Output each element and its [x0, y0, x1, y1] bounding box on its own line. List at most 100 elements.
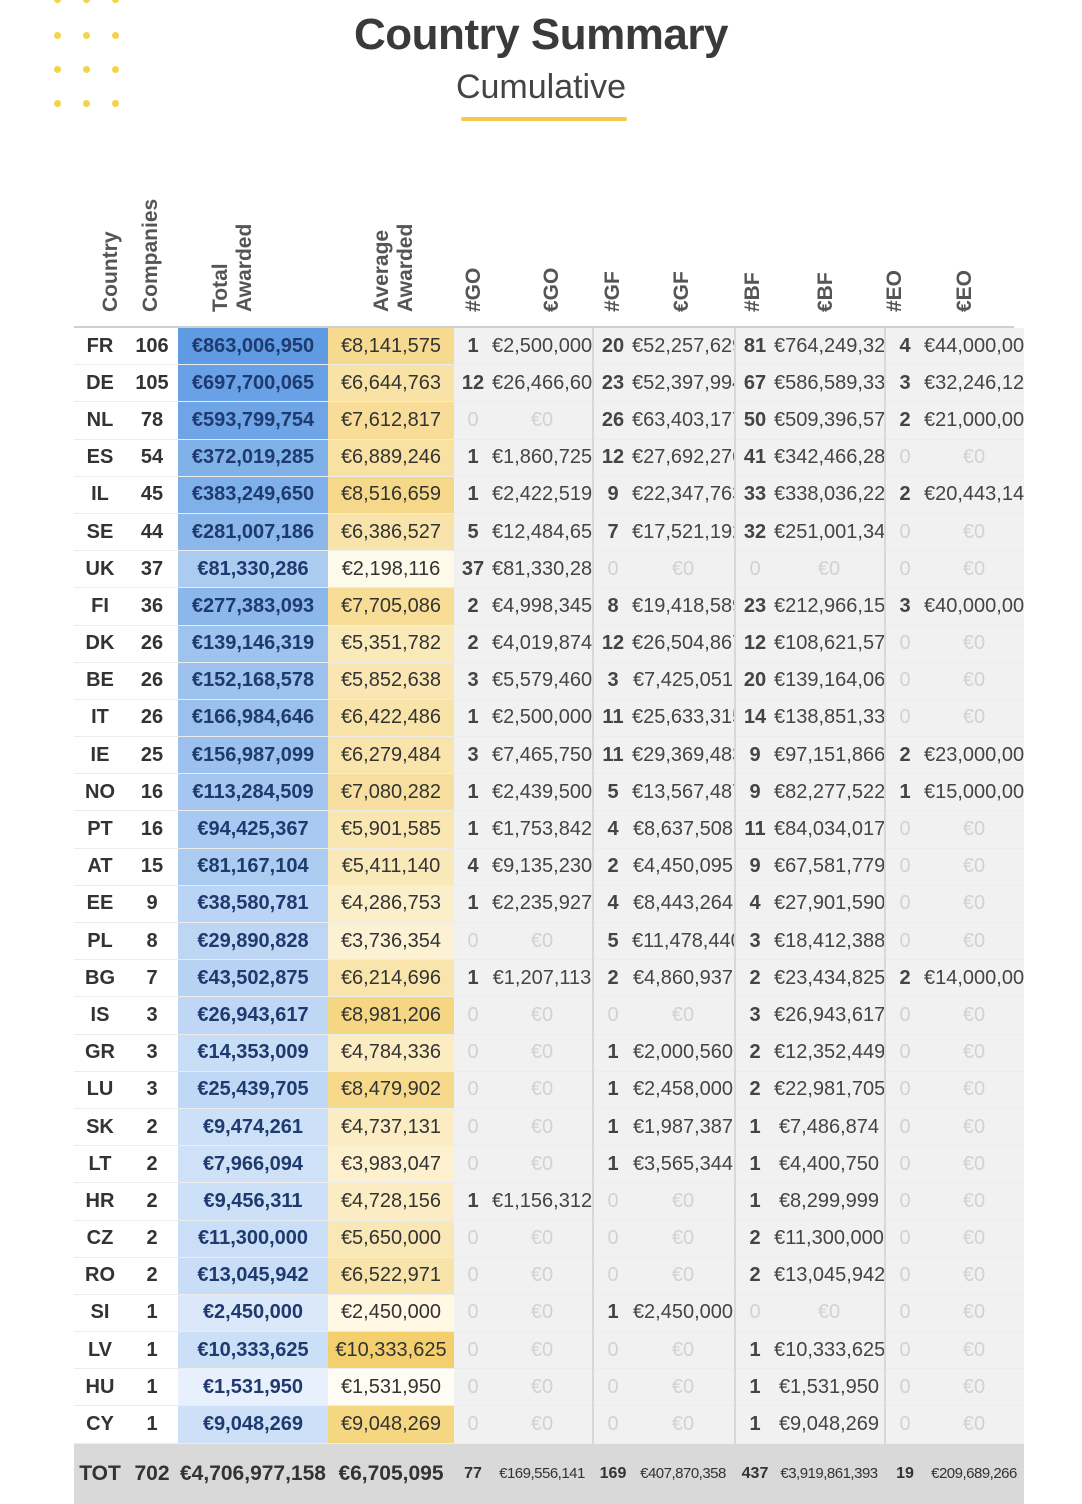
header-eo-amount: €EO — [953, 269, 976, 312]
country-cell: FI — [74, 587, 126, 626]
eo-amount-cell: €0 — [924, 1145, 1024, 1184]
bf-amount-cell: €12,352,449 — [774, 1034, 885, 1072]
header-gf-count: #GF — [601, 271, 624, 312]
eo-count-cell: 2 — [884, 959, 924, 998]
bf-amount-cell: €342,466,284 — [774, 439, 885, 477]
bf-count-cell: 20 — [734, 662, 774, 700]
total-awarded-cell: €13,045,942 — [178, 1257, 328, 1295]
go-count-cell: 3 — [454, 662, 492, 700]
table-row: DE 105 €697,700,065 €6,644,763 12 €26,466,608… — [74, 364, 1024, 403]
average-awarded-cell: €6,644,763 — [328, 364, 454, 403]
average-awarded-cell: €3,736,354 — [328, 922, 454, 961]
table-row: IS 3 €26,943,617 €8,981,206 0 €0 0 €0 3 €26,943,6… — [74, 996, 1024, 1035]
header-companies: Companies — [139, 198, 162, 312]
eo-count-cell: 0 — [884, 550, 924, 589]
gf-amount-cell: €2,000,560 — [632, 1034, 735, 1072]
table-row: LU 3 €25,439,705 €8,479,902 0 €0 1 €2,458,000 2 €… — [74, 1071, 1024, 1109]
eo-amount-cell: €0 — [924, 1071, 1024, 1109]
bf-amount-cell: €0 — [774, 1294, 885, 1333]
go-count-cell: 0 — [454, 1145, 492, 1184]
gf-count-cell: 20 — [592, 328, 632, 366]
gf-amount-cell: €2,458,000 — [632, 1071, 735, 1109]
eo-amount-cell: €15,000,000 — [924, 773, 1024, 812]
bf-count-cell: 41 — [734, 439, 774, 477]
bf-count-cell: 50 — [734, 401, 774, 440]
column-headers: Country Companies Total Awarded Average … — [0, 160, 1082, 312]
total-awarded-cell: €1,531,950 — [178, 1368, 328, 1407]
bf-count-cell: 3 — [734, 996, 774, 1035]
go-count-cell: 1 — [454, 1182, 492, 1221]
gf-amount-cell: €27,692,276 — [632, 439, 735, 477]
go-amount-cell: €2,439,500 — [492, 773, 593, 812]
bf-amount-cell: €251,001,344 — [774, 513, 885, 552]
eo-amount-cell: €0 — [924, 848, 1024, 886]
go-amount-cell: €1,207,113 — [492, 959, 593, 998]
go-count-cell: 0 — [454, 996, 492, 1035]
go-count-cell: 0 — [454, 1071, 492, 1109]
table-row: SE 44 €281,007,186 €6,386,527 5 €12,484,650 7 €… — [74, 513, 1024, 552]
companies-cell: 3 — [126, 996, 178, 1035]
gf-amount-cell: €0 — [632, 996, 735, 1035]
country-cell: EE — [74, 885, 126, 924]
table-row: ES 54 €372,019,285 €6,889,246 1 €1,860,725 12 €… — [74, 439, 1024, 477]
gf-amount-cell: €52,397,994 — [632, 364, 735, 403]
table-row: HR 2 €9,456,311 €4,728,156 1 €1,156,312 0 €0 1 €8… — [74, 1182, 1024, 1221]
eo-amount-cell: €0 — [924, 1182, 1024, 1221]
bf-count-cell: 1 — [734, 1368, 774, 1407]
gf-amount-cell: €4,860,937 — [632, 959, 735, 998]
country-cell: HR — [74, 1182, 126, 1221]
average-awarded-cell: €6,279,484 — [328, 736, 454, 775]
total-awarded-cell: €26,943,617 — [178, 996, 328, 1035]
total-eo-amount-cell: €209,689,266 — [924, 1443, 1024, 1504]
bf-amount-cell: €23,434,825 — [774, 959, 885, 998]
country-cell: DK — [74, 625, 126, 663]
table-row: LV 1 €10,333,625 €10,333,625 0 €0 0 €0 1 €10,333,… — [74, 1331, 1024, 1370]
header-eo-count: #EO — [883, 269, 906, 312]
companies-cell: 1 — [126, 1294, 178, 1333]
bf-amount-cell: €138,851,331 — [774, 699, 885, 738]
bf-amount-cell: €108,621,578 — [774, 625, 885, 663]
bf-count-cell: 14 — [734, 699, 774, 738]
average-awarded-cell: €5,852,638 — [328, 662, 454, 700]
companies-cell: 37 — [126, 550, 178, 589]
companies-cell: 44 — [126, 513, 178, 552]
total-awarded-cell: €9,474,261 — [178, 1108, 328, 1147]
bf-amount-cell: €8,299,999 — [774, 1182, 885, 1221]
bf-amount-cell: €67,581,779 — [774, 848, 885, 886]
average-awarded-cell: €4,728,156 — [328, 1182, 454, 1221]
go-count-cell: 0 — [454, 1034, 492, 1072]
go-count-cell: 1 — [454, 810, 492, 849]
go-count-cell: 1 — [454, 328, 492, 366]
go-count-cell: 0 — [454, 1220, 492, 1258]
gf-count-cell: 0 — [592, 1220, 632, 1258]
total-awarded-cell: €139,146,319 — [178, 625, 328, 663]
total-awarded-cell: €10,333,625 — [178, 1331, 328, 1370]
gf-amount-cell: €2,450,000 — [632, 1294, 735, 1333]
gf-count-cell: 1 — [592, 1294, 632, 1333]
eo-count-cell: 0 — [884, 439, 924, 477]
total-bf-amount-cell: €3,919,861,393 — [774, 1443, 885, 1504]
gf-amount-cell: €52,257,629 — [632, 328, 735, 366]
total-awarded-cell: €277,383,093 — [178, 587, 328, 626]
total-companies-cell: 702 — [126, 1443, 178, 1504]
gf-count-cell: 11 — [592, 699, 632, 738]
country-cell: IL — [74, 476, 126, 514]
average-awarded-cell: €10,333,625 — [328, 1331, 454, 1370]
country-cell: NO — [74, 773, 126, 812]
header-gf-amount: €GF — [670, 271, 693, 312]
eo-count-cell: 1 — [884, 773, 924, 812]
average-awarded-cell: €6,214,696 — [328, 959, 454, 998]
bf-amount-cell: €26,943,617 — [774, 996, 885, 1035]
country-cell: CZ — [74, 1220, 126, 1258]
gf-amount-cell: €25,633,315 — [632, 699, 735, 738]
total-bf-count-cell: 437 — [734, 1443, 774, 1504]
go-amount-cell: €4,019,874 — [492, 625, 593, 663]
gf-count-cell: 7 — [592, 513, 632, 552]
go-count-cell: 2 — [454, 625, 492, 663]
bf-count-cell: 32 — [734, 513, 774, 552]
average-awarded-cell: €7,612,817 — [328, 401, 454, 440]
go-count-cell: 0 — [454, 1331, 492, 1370]
gf-count-cell: 11 — [592, 736, 632, 775]
gf-amount-cell: €0 — [632, 550, 735, 589]
go-count-cell: 0 — [454, 1368, 492, 1407]
